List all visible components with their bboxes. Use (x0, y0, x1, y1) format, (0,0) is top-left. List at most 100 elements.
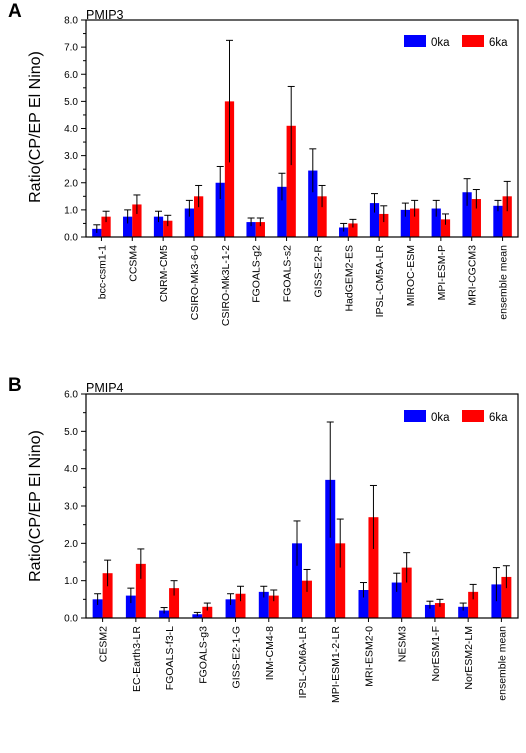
y-tick-label: 5.0 (64, 97, 78, 108)
category-label: MPI-ESM-P (436, 245, 448, 300)
y-tick-label: 4.0 (64, 124, 78, 135)
y-tick-label: 3.0 (64, 151, 78, 162)
panel-b: B PMIP4 Ratio(CP/EP El Nino) 0.0 1.0 2.0 3.… (8, 375, 519, 703)
bar-6ka-FGOALS-s2 (286, 125, 296, 237)
y-tick-label: 2.0 (64, 178, 78, 189)
category-label: MIROC-ESM (405, 245, 417, 306)
legend-swatch-6ka (462, 35, 484, 47)
y-tick-label: 5.0 (64, 427, 78, 438)
category-label: CESM2 (98, 626, 110, 662)
bar-6ka-CCSM4 (132, 204, 142, 237)
y-tick-label: 4.0 (64, 464, 78, 475)
category-label: NorESM1-F (430, 626, 442, 681)
bar-0ka-INM-CM4-8 (258, 591, 269, 618)
category-labels-a: bcc-csm1-1 CCSM4 CNRM-CM5 CSIRO-Mk3-6-0 CSIR… (96, 245, 509, 327)
category-label: CSIRO-Mk3-6-0 (189, 245, 201, 320)
bar-0ka-GISS-E2-1-G (225, 599, 236, 618)
category-label: FGOALS-g2 (251, 245, 263, 303)
y-tick-label: 2.0 (64, 539, 78, 550)
category-label: MRI-ESM2-0 (363, 626, 375, 687)
category-label: GISS-E2-1-G (231, 626, 243, 688)
plot-frame-b (85, 393, 519, 619)
bar-6ka-FGOALS-g3 (202, 606, 213, 618)
panel-title-b: PMIP4 (86, 381, 124, 395)
bar-6ka-CSIRO-Mk3-6-0 (194, 196, 204, 237)
y-tick-label: 6.0 (64, 70, 78, 81)
category-label: FGOALS-f3-L (164, 626, 176, 690)
legend-swatch-0ka (404, 35, 426, 47)
bar-6ka-HadGEM2-ES (348, 223, 358, 237)
bar-6ka-MPI-ESM1-2-LR (335, 543, 346, 618)
bar-0ka-CSIRO-Mk3-6-0 (184, 208, 194, 237)
bar-6ka-CSIRO-Mk3L-1-2 (224, 101, 235, 237)
bar-6ka-NESM3 (401, 567, 412, 618)
category-label: bcc-csm1-1 (96, 245, 108, 299)
category-label: INM-CM4-8 (264, 626, 276, 680)
y-axis-label-b: Ratio(CP/EP El Nino) (27, 430, 44, 582)
category-label: CCSM4 (127, 245, 139, 282)
legend-a: 0ka 6ka (404, 35, 508, 49)
bar-0ka-IPSL-CM6A-LR (292, 543, 302, 618)
y-tick-label: 6.0 (64, 390, 78, 401)
bar-6ka-CESM2 (102, 573, 113, 618)
y-tick-label: 1.0 (64, 205, 78, 216)
bar-6ka-ensemble mean (501, 576, 512, 618)
bar-0ka-NESM3 (391, 582, 402, 618)
category-label: EC-Earth3-LR (131, 626, 143, 692)
bar-6ka-NorESM1-F (434, 603, 445, 618)
bar-6ka-GISS-E2-R (317, 196, 327, 237)
y-ticks-b: 0.0 1.0 2.0 3.0 4.0 5.0 6.0 (64, 390, 502, 625)
legend-label-6ka: 6ka (489, 412, 508, 424)
category-label: MPI-ESM1-2-LR (330, 626, 342, 703)
bar-0ka-FGOALS-g2 (246, 222, 256, 237)
bar-6ka-INM-CM4-8 (268, 595, 279, 618)
category-labels-b: CESM2 EC-Earth3-LR FGOALS-f3-L FGOALS-g3 GIS… (98, 626, 509, 703)
category-label: MRI-CGCM3 (467, 245, 479, 306)
bar-0ka-NorESM2-LM (458, 606, 469, 618)
bar-6ka-MIROC-ESM (410, 208, 420, 237)
bar-0ka-EC-Earth3-LR (125, 595, 136, 618)
panel-title-a: PMIP3 (86, 8, 124, 22)
bar-0ka-ensemble mean (493, 205, 503, 237)
bar-0ka-GISS-E2-R (308, 170, 318, 237)
bar-0ka-MPI-ESM-P (431, 208, 441, 237)
y-axis-label-a: Ratio(CP/EP El Nino) (27, 51, 44, 203)
bar-6ka-MRI-ESM2-0 (368, 517, 379, 618)
legend-label-0ka: 0ka (431, 37, 450, 49)
bar-6ka-GISS-E2-1-G (235, 593, 246, 618)
bar-6ka-NorESM2-LM (468, 591, 479, 618)
y-tick-label: 7.0 (64, 43, 78, 54)
legend-label-6ka: 6ka (489, 37, 508, 49)
category-label: NESM3 (397, 626, 409, 662)
category-label: CSIRO-Mk3L-1-2 (220, 245, 232, 326)
error-bars-b (94, 421, 510, 617)
bar-6ka-CNRM-CM5 (163, 220, 173, 237)
category-label: IPSL-CM5A-LR (374, 245, 386, 318)
plot-frame-a (85, 19, 519, 238)
bar-0ka-CSIRO-Mk3L-1-2 (215, 182, 225, 237)
category-label: HadGEM2-ES (343, 245, 355, 312)
bar-6ka-FGOALS-g2 (255, 222, 265, 237)
bar-0ka-IPSL-CM5A-LR (369, 203, 380, 237)
y-tick-label: 1.0 (64, 576, 78, 587)
bar-0ka-MIROC-ESM (400, 209, 410, 237)
bar-6ka-IPSL-CM5A-LR (379, 213, 389, 237)
panel-letter-a: A (8, 1, 22, 22)
bar-0ka-MRI-ESM2-0 (358, 590, 369, 618)
bar-0ka-NorESM1-F (424, 604, 435, 618)
category-label: GISS-E2-R (312, 245, 324, 298)
bars-b (92, 479, 512, 618)
bar-0ka-MPI-ESM1-2-LR (325, 479, 336, 618)
bar-6ka-FGOALS-f3-L (169, 588, 180, 618)
bar-6ka-bcc-csm1-1 (101, 216, 111, 237)
category-label: FGOALS-g3 (197, 626, 209, 684)
category-label: ensemble mean (498, 245, 510, 320)
legend-label-0ka: 0ka (431, 412, 450, 424)
bar-6ka-ensemble mean (502, 196, 512, 237)
legend-b: 0ka 6ka (404, 410, 508, 424)
bar-6ka-MRI-CGCM3 (471, 199, 481, 237)
bar-0ka-CESM2 (92, 599, 103, 618)
bar-6ka-IPSL-CM6A-LR (302, 580, 312, 618)
y-tick-label: 0.0 (64, 233, 78, 244)
y-tick-label: 8.0 (64, 16, 78, 27)
